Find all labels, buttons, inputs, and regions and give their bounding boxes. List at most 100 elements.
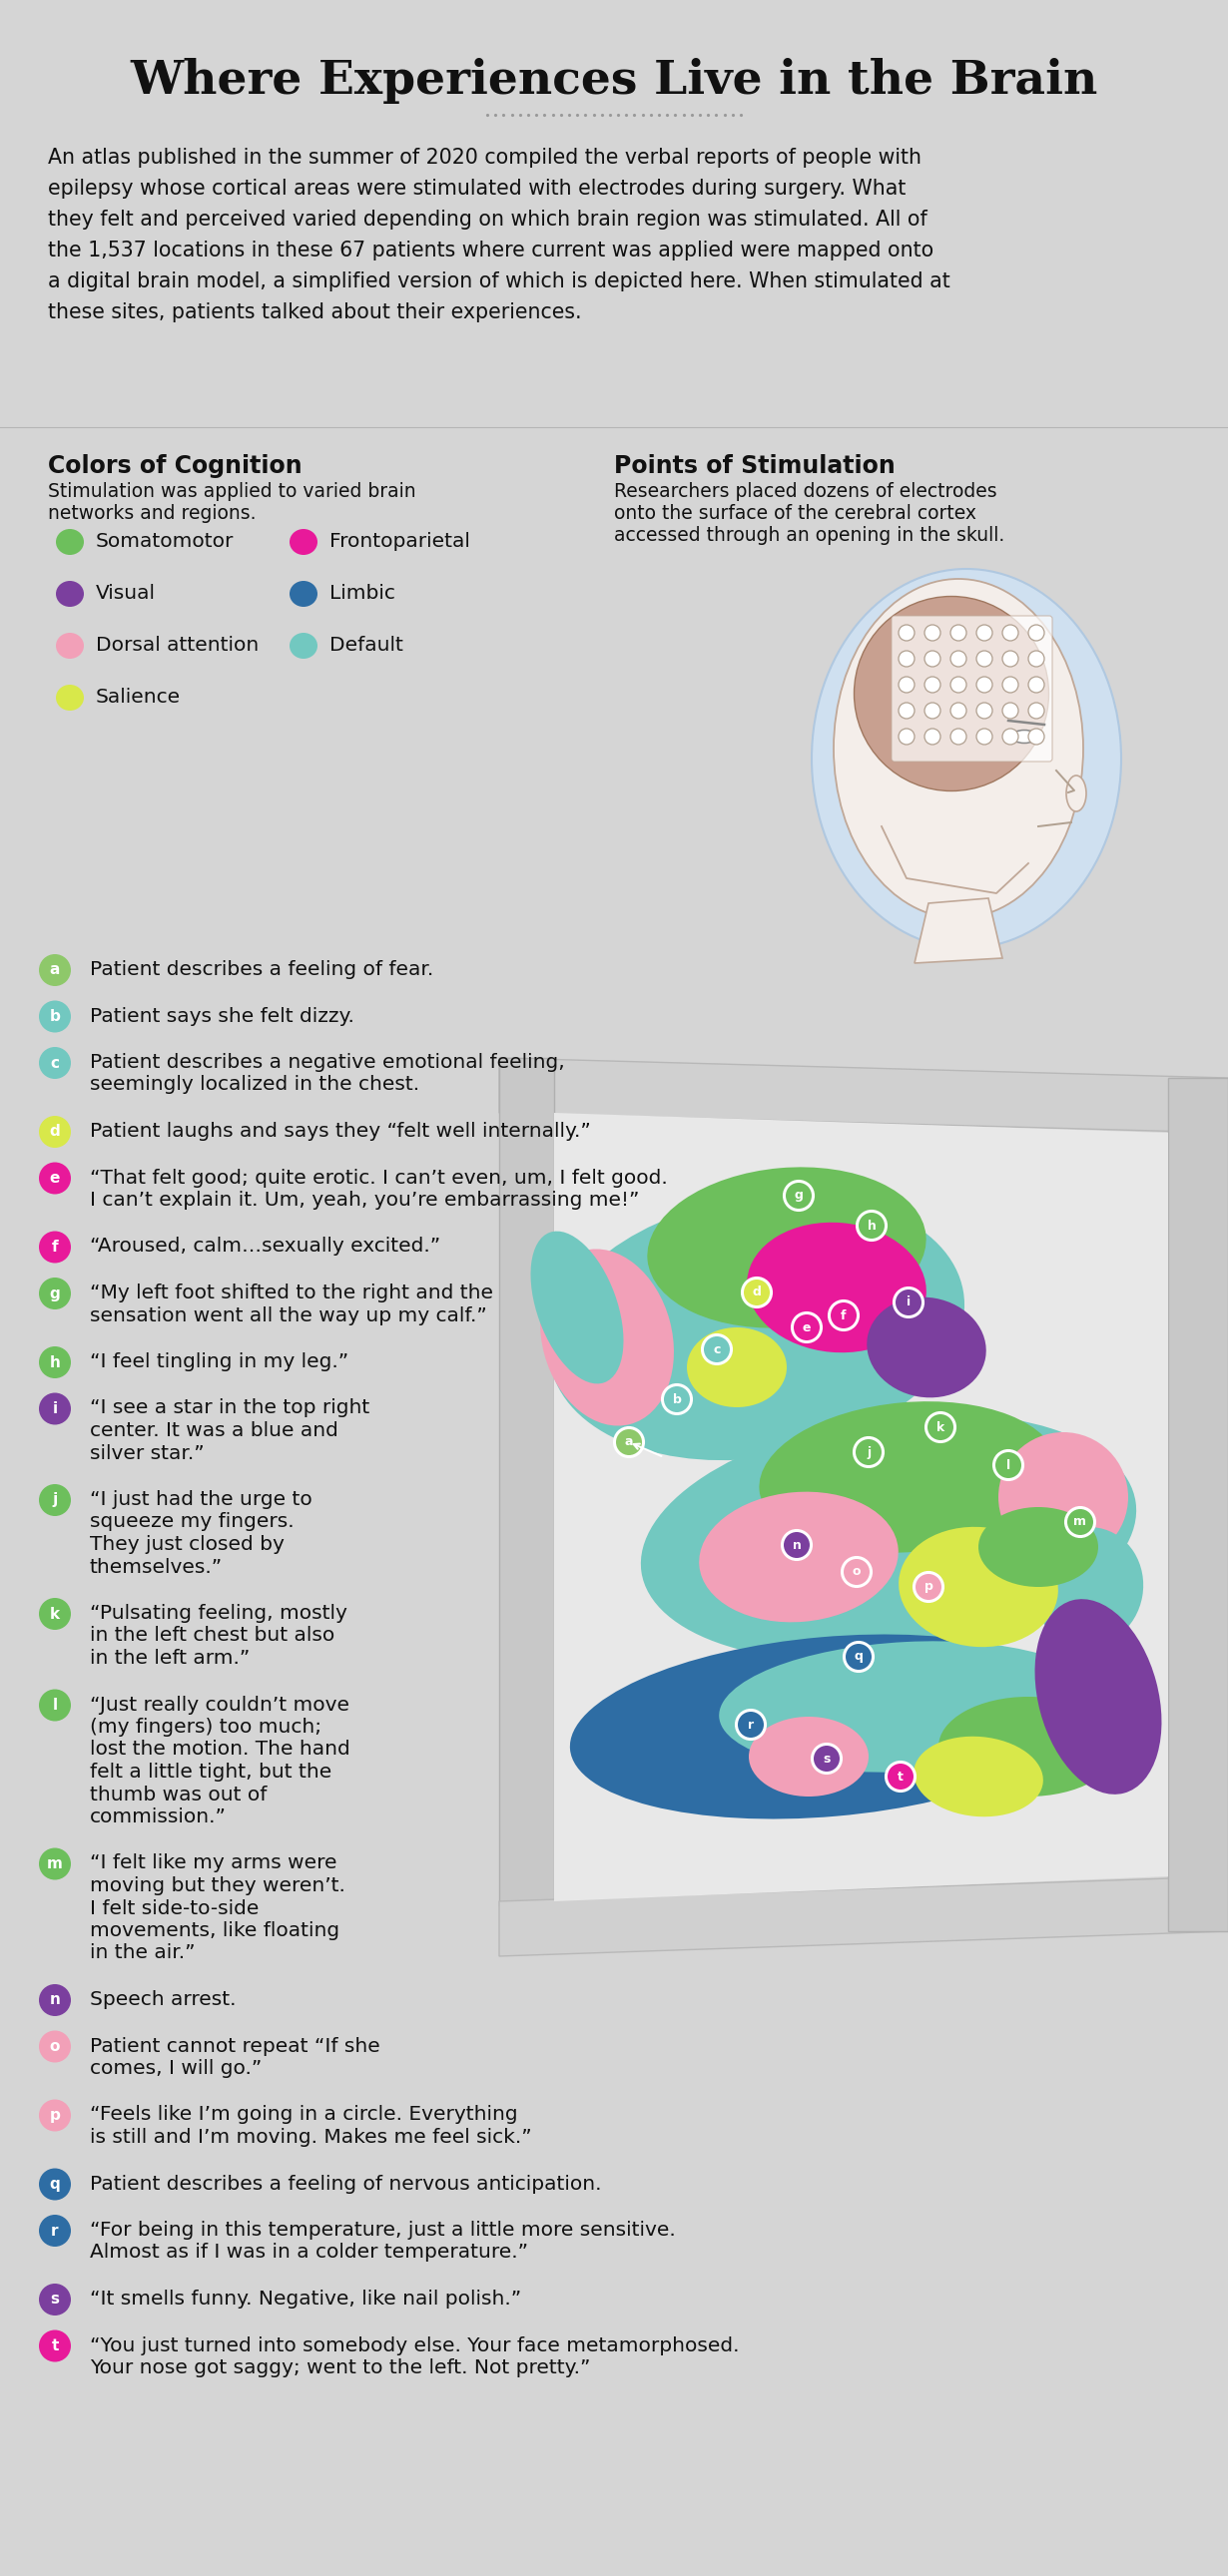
Text: n: n — [792, 1538, 801, 1551]
Text: Somatomotor: Somatomotor — [96, 533, 235, 551]
Text: comes, I will go.”: comes, I will go.” — [90, 2058, 262, 2079]
Text: b: b — [49, 1010, 60, 1025]
Text: “Feels like I’m going in a circle. Everything: “Feels like I’m going in a circle. Every… — [90, 2105, 518, 2125]
Ellipse shape — [290, 634, 318, 659]
Text: l: l — [1006, 1458, 1011, 1471]
Text: o: o — [852, 1566, 861, 1579]
Circle shape — [39, 2099, 71, 2130]
Text: c: c — [713, 1342, 721, 1355]
Text: d: d — [49, 1123, 60, 1139]
Text: m: m — [1073, 1515, 1087, 1528]
Ellipse shape — [647, 1167, 926, 1329]
Ellipse shape — [1035, 1600, 1162, 1795]
Text: p: p — [49, 2107, 60, 2123]
Text: r: r — [52, 2223, 59, 2239]
Circle shape — [738, 1710, 764, 1739]
Circle shape — [925, 652, 941, 667]
Text: Your nose got saggy; went to the left. Not pretty.”: Your nose got saggy; went to the left. N… — [90, 2360, 591, 2378]
Circle shape — [1028, 729, 1044, 744]
Circle shape — [39, 2282, 71, 2316]
Circle shape — [993, 1450, 1023, 1481]
Circle shape — [976, 652, 992, 667]
Text: “I feel tingling in my leg.”: “I feel tingling in my leg.” — [90, 1352, 349, 1370]
Ellipse shape — [549, 1195, 964, 1461]
Text: in the left arm.”: in the left arm.” — [90, 1649, 249, 1667]
Circle shape — [925, 703, 941, 719]
Text: the 1,537 locations in these 67 patients where current was applied were mapped o: the 1,537 locations in these 67 patients… — [48, 240, 933, 260]
Text: I can’t explain it. Um, yeah, you’re embarrassing me!”: I can’t explain it. Um, yeah, you’re emb… — [90, 1190, 640, 1211]
Circle shape — [39, 953, 71, 987]
Ellipse shape — [914, 1736, 1043, 1816]
Text: “I felt like my arms were: “I felt like my arms were — [90, 1855, 336, 1873]
Ellipse shape — [540, 1249, 674, 1425]
Circle shape — [39, 1162, 71, 1195]
Text: m: m — [47, 1857, 63, 1870]
Polygon shape — [1168, 1077, 1228, 1932]
Circle shape — [1002, 626, 1018, 641]
Circle shape — [899, 677, 915, 693]
Circle shape — [616, 1430, 642, 1455]
Text: g: g — [795, 1190, 803, 1203]
Polygon shape — [554, 1113, 1168, 1901]
Circle shape — [926, 1412, 955, 1443]
Text: They just closed by: They just closed by — [90, 1535, 285, 1553]
Ellipse shape — [720, 1641, 1098, 1772]
Text: Patient laughs and says they “felt well internally.”: Patient laughs and says they “felt well … — [90, 1121, 591, 1141]
Ellipse shape — [979, 1507, 1098, 1587]
Text: in the air.”: in the air.” — [90, 1945, 195, 1963]
Ellipse shape — [1012, 729, 1038, 742]
Circle shape — [927, 1414, 953, 1440]
Ellipse shape — [759, 1401, 1057, 1553]
Text: they felt and perceived varied depending on which brain region was stimulated. A: they felt and perceived varied depending… — [48, 209, 927, 229]
Text: Patient describes a feeling of fear.: Patient describes a feeling of fear. — [90, 961, 433, 979]
Circle shape — [976, 677, 992, 693]
Ellipse shape — [56, 528, 84, 554]
Circle shape — [856, 1440, 882, 1466]
Text: Speech arrest.: Speech arrest. — [90, 1991, 236, 2009]
Text: themselves.”: themselves.” — [90, 1558, 222, 1577]
Circle shape — [885, 1762, 916, 1790]
Text: e: e — [49, 1170, 60, 1185]
Circle shape — [914, 1571, 943, 1602]
Text: An atlas published in the summer of 2020 compiled the verbal reports of people w: An atlas published in the summer of 2020… — [48, 147, 921, 167]
Text: a: a — [625, 1435, 634, 1448]
Text: Limbic: Limbic — [329, 585, 395, 603]
Ellipse shape — [56, 580, 84, 608]
Text: thumb was out of: thumb was out of — [90, 1785, 266, 1803]
Text: Dorsal attention: Dorsal attention — [96, 636, 259, 654]
Text: “You just turned into somebody else. Your face metamorphosed.: “You just turned into somebody else. You… — [90, 2336, 739, 2354]
Text: “I see a star in the top right: “I see a star in the top right — [90, 1399, 370, 1417]
Text: seemingly localized in the chest.: seemingly localized in the chest. — [90, 1074, 420, 1095]
Circle shape — [39, 2169, 71, 2200]
Text: accessed through an opening in the skull.: accessed through an opening in the skull… — [614, 526, 1005, 546]
Circle shape — [39, 2030, 71, 2063]
Text: in the left chest but also: in the left chest but also — [90, 1625, 335, 1646]
Text: Frontoparietal: Frontoparietal — [329, 533, 470, 551]
Ellipse shape — [938, 1698, 1119, 1795]
Circle shape — [844, 1558, 869, 1584]
Text: b: b — [673, 1394, 682, 1406]
Circle shape — [844, 1641, 873, 1672]
Text: j: j — [53, 1492, 58, 1507]
FancyBboxPatch shape — [892, 616, 1052, 762]
Circle shape — [830, 1303, 857, 1329]
Circle shape — [39, 1690, 71, 1721]
Circle shape — [916, 1574, 942, 1600]
Text: Patient cannot repeat “If she: Patient cannot repeat “If she — [90, 2038, 381, 2056]
Circle shape — [894, 1288, 923, 1316]
Text: e: e — [802, 1321, 810, 1334]
Text: center. It was a blue and: center. It was a blue and — [90, 1422, 339, 1440]
Text: lost the motion. The hand: lost the motion. The hand — [90, 1741, 350, 1759]
Circle shape — [1028, 626, 1044, 641]
Text: commission.”: commission.” — [90, 1808, 226, 1826]
Circle shape — [704, 1337, 729, 1363]
Circle shape — [662, 1383, 691, 1414]
Text: Researchers placed dozens of electrodes: Researchers placed dozens of electrodes — [614, 482, 997, 500]
Text: h: h — [49, 1355, 60, 1370]
Circle shape — [950, 703, 966, 719]
Text: o: o — [49, 2040, 60, 2053]
Text: Where Experiences Live in the Brain: Where Experiences Live in the Brain — [130, 57, 1098, 103]
Ellipse shape — [834, 580, 1083, 917]
Circle shape — [841, 1556, 872, 1587]
Text: i: i — [906, 1296, 911, 1309]
